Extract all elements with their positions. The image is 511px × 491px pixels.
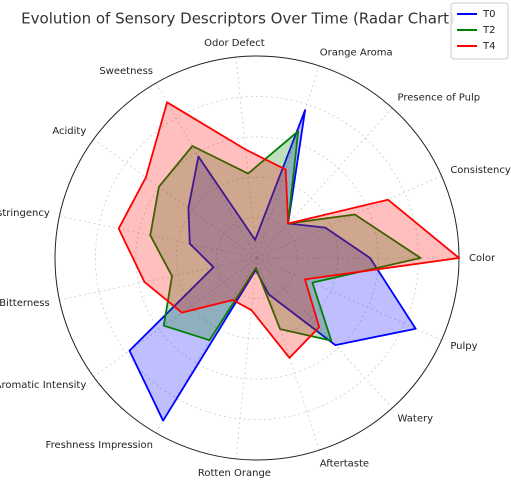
legend-label: T2 <box>482 25 495 36</box>
axis-label: Pulpy <box>450 341 477 352</box>
grid-spoke <box>256 107 393 259</box>
axis-label: Presence of Pulp <box>398 92 481 103</box>
axis-label: Color <box>469 253 496 264</box>
legend-label: T4 <box>482 41 495 52</box>
grid-spoke <box>256 175 442 259</box>
axis-label: Orange Aroma <box>320 48 393 59</box>
chart-title: Evolution of Sensory Descriptors Over Ti… <box>21 10 455 28</box>
grid-spoke <box>93 257 258 378</box>
axis-label: Bitterness <box>0 298 50 309</box>
grid-spoke <box>235 257 258 459</box>
grid-spoke <box>256 257 442 341</box>
grid-spoke <box>256 257 393 409</box>
grid-spoke <box>235 57 258 259</box>
axis-label: Aromatic Intensity <box>0 380 86 391</box>
axis-label: Odor Defect <box>204 38 265 49</box>
grid-spoke <box>59 257 258 301</box>
grid-spoke <box>59 215 258 259</box>
grid-spoke <box>256 65 320 259</box>
legend-label: T0 <box>482 9 495 20</box>
axis-label: Freshness Impression <box>46 440 153 451</box>
axis-label: Rotten Orange <box>198 468 271 479</box>
grid-spoke <box>256 257 320 451</box>
legend: T0 T2 T4 <box>450 2 509 60</box>
axis-label: Watery <box>398 414 434 425</box>
series-area <box>117 101 460 359</box>
grid-spoke <box>155 257 258 434</box>
axis-label: Consistency <box>450 165 511 176</box>
axis-label: Astringency <box>0 208 50 219</box>
series-area <box>149 130 422 342</box>
grid-spoke <box>155 82 258 259</box>
grid-spoke <box>93 138 258 259</box>
series-area <box>128 109 417 422</box>
axis-label: Acidity <box>52 126 86 137</box>
axis-label: Aftertaste <box>320 458 369 469</box>
axis-label: Sweetness <box>99 66 153 77</box>
